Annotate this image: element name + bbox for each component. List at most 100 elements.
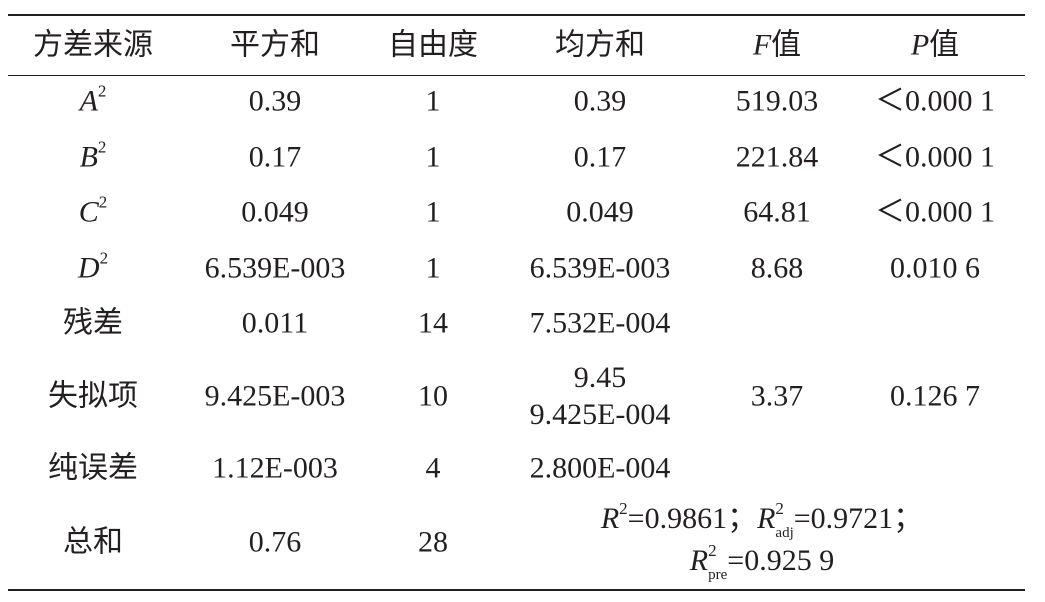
script: 2 bbox=[98, 83, 107, 100]
subscript: pre bbox=[708, 567, 728, 583]
table-cell: ＜0.000 1 bbox=[875, 83, 995, 120]
cell-text: 1.12E-003 bbox=[212, 451, 338, 485]
cell-text: 14 bbox=[418, 306, 448, 340]
cell-text: 均方和 bbox=[555, 28, 645, 62]
table-cell: 0.011 bbox=[242, 305, 308, 342]
table-cell: R 2 =0.9861；R 2 adj =0.9721； R 2 pre =0.925 9 bbox=[601, 500, 923, 584]
cell-text: 9.425E-004 bbox=[529, 398, 671, 431]
cell-text: 221.84 bbox=[735, 140, 819, 174]
table-cell: 1 bbox=[426, 250, 441, 287]
cell-text: 0.010 6 bbox=[890, 251, 980, 285]
cell-text: 失拟项 bbox=[48, 379, 138, 413]
cell-text: 28 bbox=[418, 525, 448, 559]
cell-text: 0.049 bbox=[566, 195, 634, 229]
cell-text: 值 bbox=[771, 28, 802, 62]
table-cell: 1.12E-003 bbox=[212, 450, 338, 487]
cell-text: 0.76 bbox=[248, 525, 302, 559]
cell-text: 0.011 bbox=[241, 306, 309, 340]
script: 2 bbox=[100, 250, 109, 267]
cell-text: 8.68 bbox=[750, 251, 804, 285]
cell-text: =0.9861； bbox=[627, 502, 758, 535]
table-cell: 519.03 bbox=[736, 83, 819, 120]
cell-text: 7.532E-004 bbox=[529, 306, 671, 340]
superscript: 2 bbox=[97, 81, 107, 101]
table-cell: 0.39 bbox=[249, 83, 302, 120]
cell-text: 64.81 bbox=[743, 195, 811, 229]
table-cell: 0.17 bbox=[574, 139, 627, 176]
table-cell: 失拟项 bbox=[48, 378, 138, 415]
table-cell: 1 bbox=[426, 83, 441, 120]
cell-text: 6.539E-003 bbox=[204, 251, 346, 285]
table-cell: 0.010 6 bbox=[890, 250, 980, 287]
table-cell: 纯误差 bbox=[48, 450, 138, 487]
table-cell: 0.76 bbox=[249, 524, 302, 561]
table-cell: 28 bbox=[418, 524, 448, 561]
table-cell: 1 bbox=[426, 194, 441, 231]
superscript: 2 bbox=[99, 248, 109, 268]
cell-text: 6.539E-003 bbox=[529, 251, 671, 285]
cell-text: 1 bbox=[425, 251, 441, 285]
cell-line: 9.425E-004 bbox=[530, 396, 671, 433]
superscript: 2 bbox=[97, 137, 107, 157]
cell-text: 9.45 bbox=[573, 361, 627, 394]
table-cell: 8.68 bbox=[751, 250, 804, 287]
table-cell: 残差 bbox=[63, 305, 123, 342]
script: 2 bbox=[619, 500, 628, 517]
table-cell: 0.39 bbox=[574, 83, 627, 120]
script: 2 pre bbox=[708, 542, 727, 584]
cell-text: 0.049 bbox=[241, 195, 309, 229]
cell-text: 1 bbox=[425, 84, 441, 118]
variable: F bbox=[752, 28, 772, 62]
table-cell: 10 bbox=[418, 378, 448, 415]
cell-text: 0.126 7 bbox=[890, 379, 980, 413]
script: 2 bbox=[99, 194, 108, 211]
variable: C bbox=[78, 195, 99, 229]
cell-text: 自由度 bbox=[388, 28, 478, 62]
cell-text: 4 bbox=[425, 451, 441, 485]
superscript: 2 bbox=[775, 499, 784, 518]
cell-text: =0.9721； bbox=[793, 502, 924, 535]
table-cell: 0.049 bbox=[241, 194, 309, 231]
variable: A bbox=[79, 84, 98, 118]
table-cell: F值 bbox=[753, 27, 801, 64]
table-cell: 14 bbox=[418, 305, 448, 342]
table-cell: 9.425E-003 bbox=[205, 378, 346, 415]
table-cell: 平方和 bbox=[230, 27, 320, 64]
cell-text: 0.39 bbox=[248, 84, 302, 118]
table-cell: 均方和 bbox=[555, 27, 645, 64]
script: 2 adj bbox=[775, 500, 793, 542]
cell-text: 10 bbox=[418, 379, 448, 413]
cell-text: 1 bbox=[425, 195, 441, 229]
superscript: 2 bbox=[98, 192, 108, 212]
cell-text: 方差来源 bbox=[33, 28, 153, 62]
table-cell: 7.532E-004 bbox=[530, 305, 671, 342]
table-cell: P值 bbox=[911, 27, 959, 64]
table-cell: 4 bbox=[426, 450, 441, 487]
table-cell: 方差来源 bbox=[33, 27, 153, 64]
table-cell: 64.81 bbox=[743, 194, 811, 231]
cell-text: 3.37 bbox=[750, 379, 804, 413]
cell-text: 残差 bbox=[63, 306, 123, 340]
variable: R bbox=[689, 544, 709, 577]
cell-text: 1 bbox=[425, 140, 441, 174]
header-rule bbox=[8, 75, 1025, 76]
variable: B bbox=[79, 140, 98, 174]
cell-text: 值 bbox=[929, 28, 960, 62]
variable: R bbox=[600, 502, 620, 535]
cell-text: 2.800E-004 bbox=[529, 451, 671, 485]
cell-line: R 2 =0.9861；R 2 adj =0.9721； bbox=[601, 500, 923, 542]
table-cell: 221.84 bbox=[736, 139, 819, 176]
top-rule bbox=[8, 14, 1025, 16]
cell-text: 0.17 bbox=[573, 140, 627, 174]
cell-text: 519.03 bbox=[735, 84, 819, 118]
table-cell: 6.539E-003 bbox=[530, 250, 671, 287]
cell-text: 0.17 bbox=[248, 140, 302, 174]
cell-text: 9.425E-003 bbox=[204, 379, 346, 413]
table-cell: 9.45 9.425E-004 bbox=[530, 359, 671, 433]
superscript: 2 bbox=[619, 499, 628, 518]
table-cell: ＜0.000 1 bbox=[875, 194, 995, 231]
